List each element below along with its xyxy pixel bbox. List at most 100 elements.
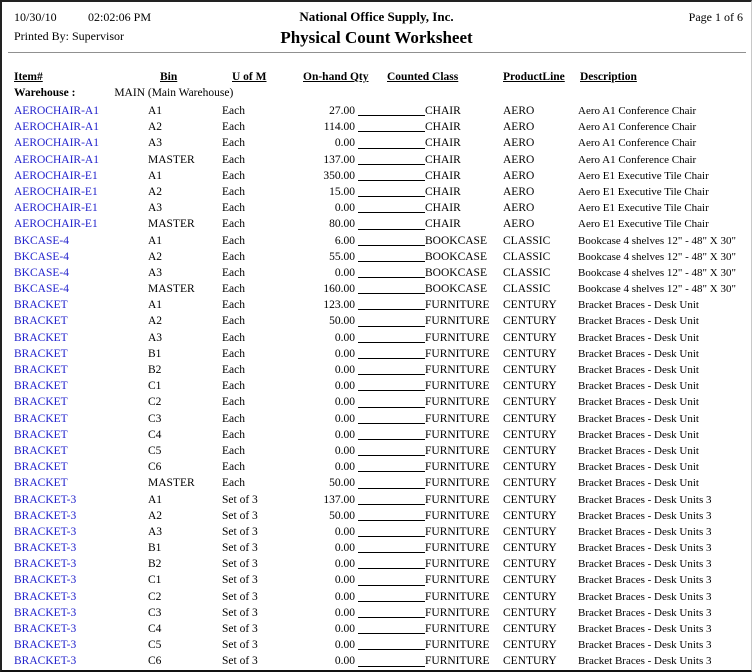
class-cell: CHAIR <box>425 137 461 150</box>
onhand-qty-cell: 0.00 <box>334 444 355 457</box>
item-link[interactable]: BKCASE-4 <box>14 283 69 296</box>
item-link[interactable]: BRACKET <box>14 396 68 409</box>
item-link[interactable]: BRACKET-3 <box>14 574 77 587</box>
item-link[interactable]: BRACKET-3 <box>14 509 77 522</box>
counted-blank-line <box>355 524 425 540</box>
product-line-cell: AERO <box>503 185 535 198</box>
item-link[interactable]: AEROCHAIR-A1 <box>14 137 99 150</box>
description-cell: Bracket Braces - Desk Units 3 <box>578 590 712 603</box>
counted-blank-line <box>355 297 425 313</box>
onhand-qty-cell: 0.00 <box>334 380 355 393</box>
counted-blank-line <box>355 135 425 151</box>
item-link[interactable]: BRACKET-3 <box>14 542 77 555</box>
class-cell: FURNITURE <box>425 315 490 328</box>
description-cell: Bracket Braces - Desk Units 3 <box>578 606 712 619</box>
warehouse-value: MAIN (Main Warehouse) <box>114 87 234 99</box>
item-link[interactable]: AEROCHAIR-E1 <box>14 169 98 182</box>
item-link[interactable]: BRACKET <box>14 315 68 328</box>
class-cell: BOOKCASE <box>425 266 487 279</box>
item-link[interactable]: BRACKET-3 <box>14 493 77 506</box>
uofm-cell: Set of 3 <box>222 525 258 538</box>
item-link[interactable]: BRACKET <box>14 331 68 344</box>
counted-blank-line <box>355 184 425 200</box>
bin-cell: A3 <box>148 266 163 279</box>
bin-cell: C3 <box>148 606 162 619</box>
product-line-cell: CENTURY <box>503 315 557 328</box>
class-cell: FURNITURE <box>425 542 490 555</box>
class-cell: FURNITURE <box>425 396 490 409</box>
description-cell: Bracket Braces - Desk Units 3 <box>578 655 712 668</box>
item-link[interactable]: BRACKET <box>14 428 68 441</box>
item-link[interactable]: BKCASE-4 <box>14 234 69 247</box>
uofm-cell: Each <box>222 299 245 312</box>
bin-cell: A3 <box>148 331 163 344</box>
item-link[interactable]: BRACKET-3 <box>14 525 77 538</box>
item-link[interactable]: BRACKET <box>14 444 68 457</box>
onhand-qty-cell: 0.00 <box>334 542 355 555</box>
counted-blank-line <box>355 378 425 394</box>
item-link[interactable]: BRACKET <box>14 380 68 393</box>
class-cell: CHAIR <box>425 218 461 231</box>
item-link[interactable]: BRACKET-3 <box>14 623 77 635</box>
description-cell: Aero A1 Conference Chair <box>578 137 697 150</box>
table-row: BRACKET A2 Each 50.00 FURNITURE CENTURY Bracke… <box>2 313 751 329</box>
item-link[interactable]: AEROCHAIR-E1 <box>14 202 98 215</box>
description-cell: Aero A1 Conference Chair <box>578 105 697 117</box>
header-divider <box>8 52 746 53</box>
item-link[interactable]: BRACKET <box>14 412 68 425</box>
onhand-qty-cell: 0.00 <box>334 266 355 279</box>
printed-by: Printed By: Supervisor <box>14 29 124 43</box>
item-link[interactable]: BRACKET-3 <box>14 558 77 571</box>
bin-cell: A3 <box>148 202 163 215</box>
item-link[interactable]: BRACKET <box>14 364 68 376</box>
product-line-cell: CENTURY <box>503 477 557 490</box>
uofm-cell: Each <box>222 477 245 490</box>
description-cell: Bracket Braces - Desk Unit <box>578 331 699 344</box>
onhand-qty-cell: 0.00 <box>334 428 355 441</box>
item-link[interactable]: AEROCHAIR-E1 <box>14 185 98 198</box>
onhand-qty-cell: 0.00 <box>334 558 355 571</box>
item-link[interactable]: BKCASE-4 <box>14 266 69 279</box>
count-entry-line <box>358 600 425 602</box>
count-entry-line <box>358 309 425 311</box>
item-link[interactable]: BRACKET <box>14 347 68 360</box>
col-header-product-line: ProductLine <box>503 71 565 83</box>
class-cell: CHAIR <box>425 202 461 215</box>
item-link[interactable]: BRACKET-3 <box>14 606 77 619</box>
table-row: BKCASE-4 MASTER Each 160.00 BOOKCASE CLASSIC B… <box>2 281 751 297</box>
uofm-cell: Each <box>222 137 245 150</box>
item-link[interactable]: BKCASE-4 <box>14 250 69 263</box>
counted-blank-line <box>355 249 425 265</box>
item-link[interactable]: BRACKET-3 <box>14 639 77 652</box>
class-cell: CHAIR <box>425 169 461 182</box>
count-entry-line <box>358 665 425 667</box>
item-link[interactable]: AEROCHAIR-A1 <box>14 105 99 117</box>
item-link[interactable]: BRACKET <box>14 299 68 312</box>
onhand-qty-cell: 0.00 <box>334 412 355 425</box>
product-line-cell: CLASSIC <box>503 266 551 279</box>
product-line-cell: CLASSIC <box>503 234 551 247</box>
bin-cell: A3 <box>148 525 163 538</box>
bin-cell: A2 <box>148 250 163 263</box>
item-link[interactable]: AEROCHAIR-A1 <box>14 121 99 134</box>
bin-cell: A1 <box>148 299 163 312</box>
description-cell: Bracket Braces - Desk Units 3 <box>578 558 712 571</box>
counted-blank-line <box>355 589 425 605</box>
item-link[interactable]: BRACKET-3 <box>14 655 77 668</box>
item-link[interactable]: BRACKET <box>14 477 68 490</box>
item-link[interactable]: AEROCHAIR-A1 <box>14 153 99 166</box>
class-cell: FURNITURE <box>425 639 490 652</box>
product-line-cell: CENTURY <box>503 331 557 344</box>
count-entry-line <box>358 358 425 360</box>
description-cell: Aero A1 Conference Chair <box>578 121 697 134</box>
counted-blank-line <box>355 313 425 329</box>
worksheet-rows: AEROCHAIR-A1 A1 Each 27.00 CHAIR AERO Aero A1 … <box>2 103 751 670</box>
onhand-qty-cell: 50.00 <box>329 509 355 522</box>
count-entry-line <box>358 649 425 651</box>
description-cell: Bracket Braces - Desk Unit <box>578 412 699 425</box>
item-link[interactable]: BRACKET <box>14 461 68 474</box>
item-link[interactable]: AEROCHAIR-E1 <box>14 218 98 231</box>
bin-cell: A1 <box>148 234 163 247</box>
bin-cell: A2 <box>148 185 163 198</box>
item-link[interactable]: BRACKET-3 <box>14 590 77 603</box>
